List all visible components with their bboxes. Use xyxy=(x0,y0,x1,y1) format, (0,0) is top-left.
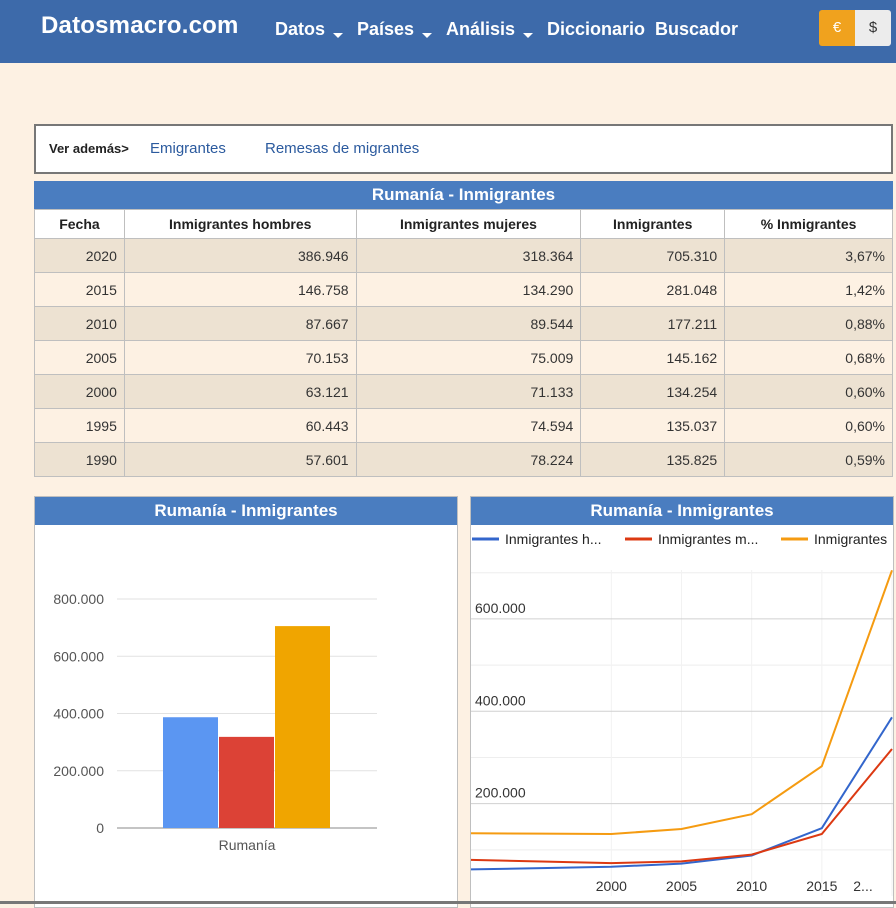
line-chart-title: Rumanía - Inmigrantes xyxy=(471,497,893,525)
table-row: 1995 60.443 74.594 135.037 0,60% xyxy=(34,408,893,443)
x-tick-label: 2010 xyxy=(736,878,767,894)
table-row: 2020 386.946 318.364 705.310 3,67% xyxy=(34,238,893,273)
chevron-down-icon xyxy=(422,33,433,38)
y-tick-label: 600.000 xyxy=(475,600,526,616)
column-header-inmigrantes[interactable]: Inmigrantes xyxy=(580,209,726,239)
nav-datos[interactable]: Datos xyxy=(275,19,344,40)
bar-series-1 xyxy=(163,717,218,828)
y-tick-label: 800.000 xyxy=(53,591,104,607)
bar-chart: 0 200.000 400.000 600.000 800.000 Rumanía xyxy=(53,591,377,853)
column-header-fecha[interactable]: Fecha xyxy=(34,209,125,239)
table-row: 1990 57.601 78.224 135.825 0,59% xyxy=(34,442,893,477)
line-series-1 xyxy=(471,716,893,871)
y-tick-label: 400.000 xyxy=(475,692,526,708)
link-remesas[interactable]: Remesas de migrantes xyxy=(265,140,420,157)
chevron-down-icon xyxy=(523,33,534,38)
x-tick-label: 2... xyxy=(853,878,872,894)
divider xyxy=(0,901,896,904)
legend-label: Inmigrantes m... xyxy=(658,531,758,547)
bar-series-3 xyxy=(275,626,330,828)
y-tick-label: 0 xyxy=(96,820,104,836)
bar-chart-panel: Rumanía - Inmigrantes 0 200.000 400.000 600… xyxy=(34,496,458,908)
currency-dollar-button[interactable]: $ xyxy=(855,10,891,46)
table-title: Rumanía - Inmigrantes xyxy=(34,181,893,209)
column-header-mujeres[interactable]: Inmigrantes mujeres xyxy=(355,209,582,239)
nav-diccionario[interactable]: Diccionario xyxy=(547,19,646,39)
table-row: 2000 63.121 71.133 134.254 0,60% xyxy=(34,374,893,409)
table-row: 2005 70.153 75.009 145.162 0,68% xyxy=(34,340,893,375)
column-header-hombres[interactable]: Inmigrantes hombres xyxy=(123,209,357,239)
legend-label: Inmigrantes h... xyxy=(505,531,602,547)
x-tick-label: 2000 xyxy=(596,878,627,894)
site-logo[interactable]: Datosmacro.com xyxy=(41,12,239,39)
y-tick-label: 200.000 xyxy=(53,763,104,779)
nav-buscador[interactable]: Buscador xyxy=(655,19,739,39)
table-row: 2015 146.758 134.290 281.048 1,42% xyxy=(34,272,893,307)
nav-paises[interactable]: Países xyxy=(357,19,433,40)
table-row: 2010 87.667 89.544 177.211 0,88% xyxy=(34,306,893,341)
line-series-2 xyxy=(471,748,893,865)
see-also-label: Ver además> xyxy=(49,141,129,156)
column-header-porcentaje[interactable]: % Inmigrantes xyxy=(724,209,893,239)
immigrants-table: Fecha Inmigrantes hombres Inmigrantes mu… xyxy=(34,209,893,477)
top-navbar: Datosmacro.com Datos Países Análisis Dic… xyxy=(0,0,896,63)
nav-analisis[interactable]: Análisis xyxy=(446,19,534,40)
chevron-down-icon xyxy=(333,33,344,38)
y-tick-label: 600.000 xyxy=(53,648,104,664)
line-chart-panel: Rumanía - Inmigrantes 200.000 400.000 600.… xyxy=(470,496,894,908)
y-tick-label: 400.000 xyxy=(53,706,104,722)
bar-series-2 xyxy=(219,736,274,828)
x-tick-label: 2015 xyxy=(806,878,837,894)
y-tick-label: 200.000 xyxy=(475,785,526,801)
currency-euro-button[interactable]: € xyxy=(819,10,855,46)
bar-chart-title: Rumanía - Inmigrantes xyxy=(35,497,457,525)
x-category-label: Rumanía xyxy=(219,837,276,853)
line-series-3 xyxy=(471,569,893,836)
line-chart: 200.000 400.000 600.000 2000 2005 2010 2015 2..… xyxy=(471,531,893,896)
link-emigrantes[interactable]: Emigrantes xyxy=(150,140,226,157)
legend-label: Inmigrantes xyxy=(814,531,887,547)
x-tick-label: 2005 xyxy=(666,878,697,894)
see-also-box: Ver además> Emigrantes Remesas de migran… xyxy=(34,124,893,174)
